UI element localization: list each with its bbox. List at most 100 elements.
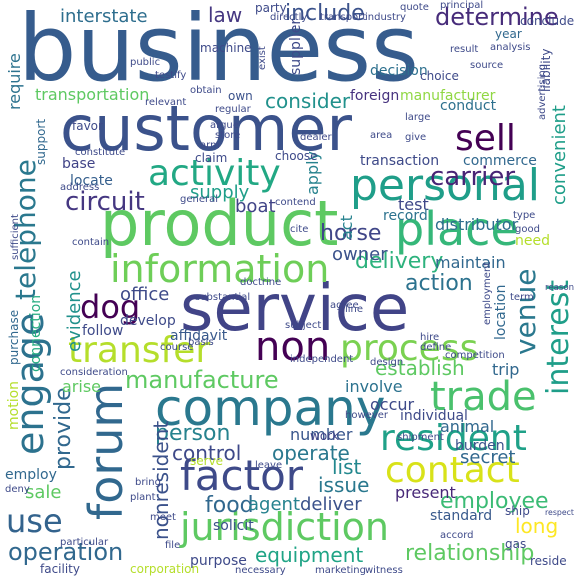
word-apply: apply [303,151,322,195]
word-contend: contend [275,197,316,208]
word-establish: establish [375,356,465,380]
word-define: define [420,342,451,353]
word-locate: locate [70,173,113,189]
word-choice: choice [420,69,459,83]
word-telephone: telephone [9,159,42,300]
word-manufacture: manufacture [125,366,279,394]
word-circuit: circuit [65,187,145,217]
word-large: large [405,112,430,123]
word-dog: dog [80,288,140,326]
word-non: non [255,324,330,370]
word-venue: venue [509,268,542,355]
word-corporation: corporation [130,562,199,576]
word-store: store [215,130,240,141]
word-gas: gas [505,537,526,551]
word-accord: accord [440,530,474,541]
word-meet: meet [150,512,176,523]
word-bring: bring [135,477,161,488]
word-present: present [395,483,456,502]
word-party: party [255,1,287,15]
word-dealer: dealer [300,132,333,143]
word-service: service [180,272,409,346]
word-activity: activity [148,153,281,194]
word-determine: determine [435,3,559,31]
word-resident: resident [380,418,527,459]
word-contain: contain [72,237,109,248]
word-design: design [370,357,403,368]
word-process: process [340,328,478,369]
word-analysis: analysis [490,42,531,53]
word-particular: particular [60,537,109,548]
word-forum: forum [79,383,133,520]
word-argue: argue [210,120,239,131]
word-owner: owner [332,244,388,265]
word-need: need [515,233,550,249]
word-supply: supply [190,182,250,203]
word-animal: animal [440,417,494,436]
word-respect: respect [545,508,574,517]
word-obtain: obtain [190,85,222,96]
word-relevant: relevant [145,97,186,108]
word-equipment: equipment [255,543,363,567]
word-source: source [470,60,503,71]
word-burden: burden [455,438,505,454]
word-public: public [130,57,160,68]
word-sell: sell [455,118,516,159]
word-food: food [205,493,254,518]
word-area: area [370,130,392,141]
word-trip: trip [492,360,519,379]
word-delivery: delivery [355,249,443,274]
word-supplier: supplier [288,19,304,75]
word-principal: principal [440,0,483,11]
word-foreign: foreign [350,88,399,104]
word-person: person [155,421,230,446]
word-sufficient: sufficient [10,214,21,260]
word-file: file [165,540,180,551]
word-boat: boat [235,196,276,217]
word-reside: reside [530,554,567,568]
word-base: base [62,156,95,172]
word-competition: competition [445,350,505,361]
word-test: test [398,195,429,214]
word-location: location [493,284,509,340]
word-substantial: substantial [195,292,250,303]
word-interest: interest [541,280,576,395]
word-cite: cite [290,224,308,235]
word-industry: industry [365,12,406,23]
word-deny: deny [5,484,30,495]
word-consideration: consideration [60,367,128,378]
word-year: year [495,27,522,41]
word-own: own [228,89,253,103]
word-list: list [332,455,362,479]
word-arise: arise [62,377,101,396]
word-commerce: commerce [463,153,537,169]
word-action: action [405,271,473,296]
word-result: result [450,44,478,55]
word-work: work [310,429,339,443]
word-involve: involve [345,377,403,396]
word-consider: consider [265,89,351,113]
word-office: office [120,284,169,305]
word-number: number [290,425,353,444]
word-favor: favor [72,119,103,133]
word-type: type [513,210,535,221]
word-long: long [515,514,558,538]
word-contact: contact [385,450,520,491]
word-good: good [515,224,540,235]
word-regular: regular [215,104,252,115]
word-general: general [180,194,218,205]
word-subject: subject [285,320,321,331]
word-exist: exist [257,46,268,70]
word-factor: factor [180,451,304,500]
word-operation: operation [8,538,123,566]
word-testify: testify [155,70,186,81]
word-arm: arm [200,140,220,151]
word-engage: engage [8,313,52,455]
word-evidence: evidence [64,270,85,352]
word-business: business [18,0,419,102]
word-conclude: conclude [520,14,574,28]
word-shipment: shipment [397,432,444,443]
word-constitute: constitute [75,147,125,158]
